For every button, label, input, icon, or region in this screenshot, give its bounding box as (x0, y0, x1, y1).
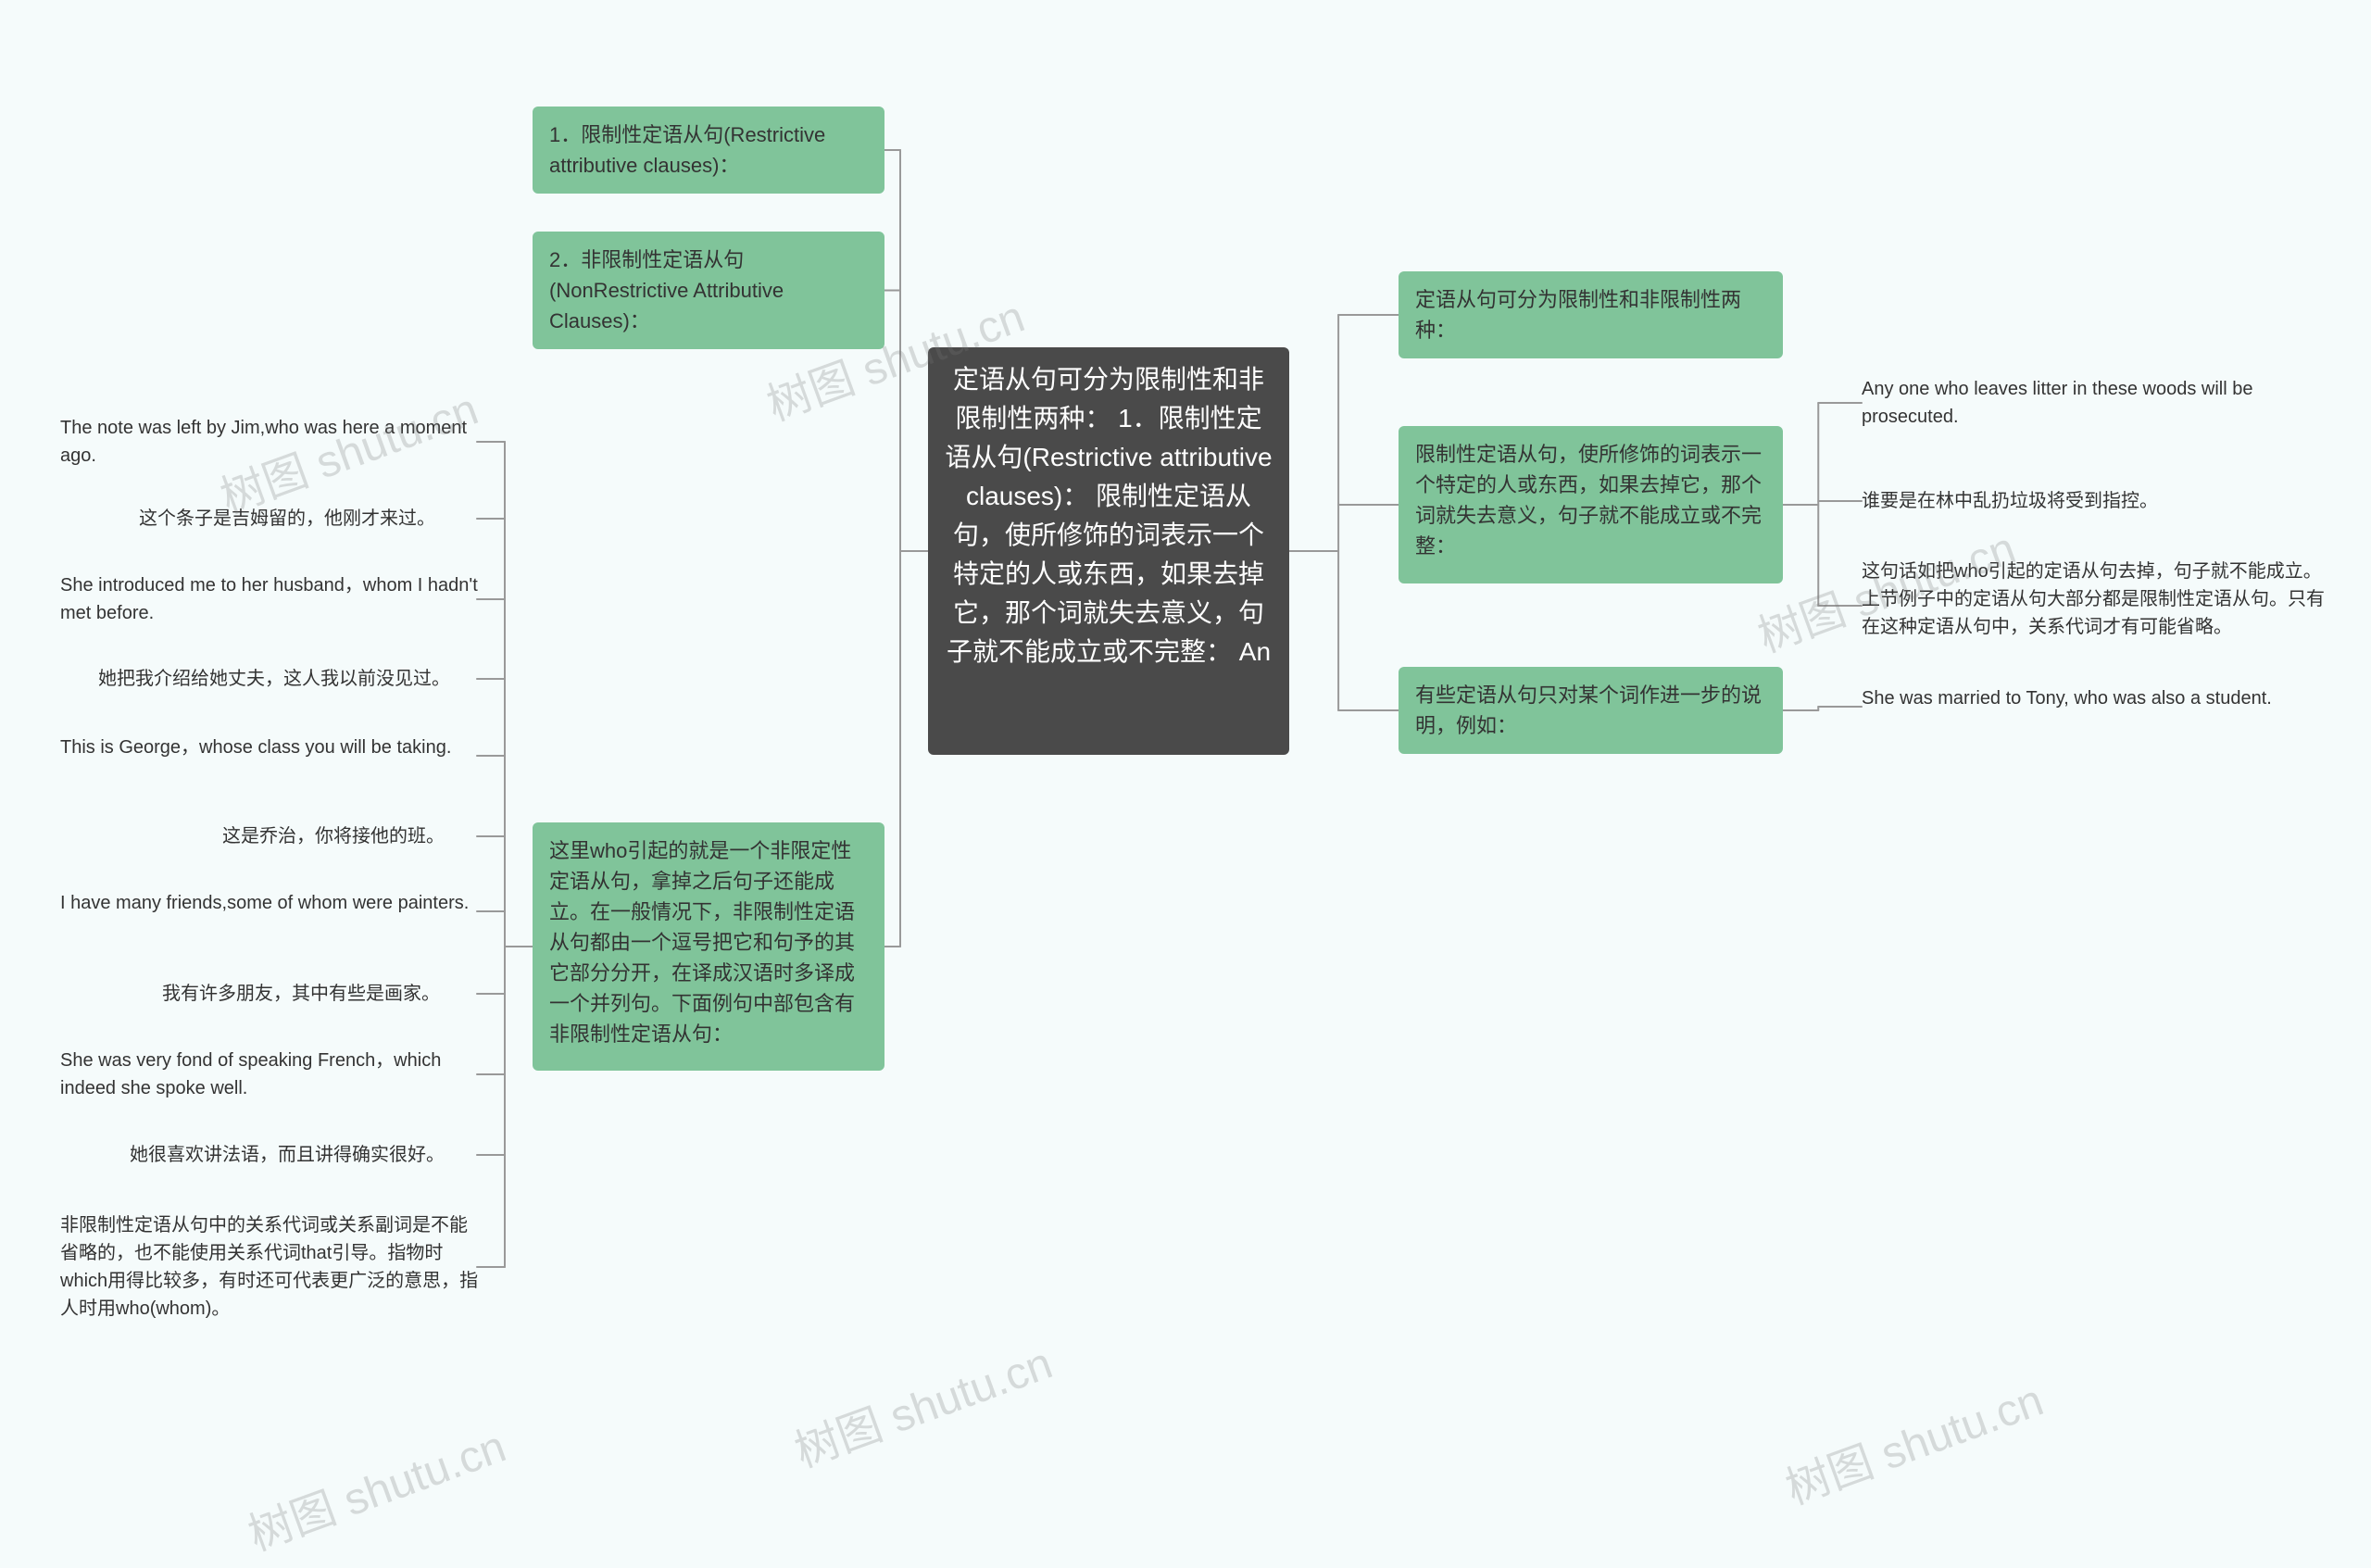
left-leaf-8-text: She was very fond of speaking French，whi… (60, 1050, 441, 1098)
right-leaf-1-1-text: 谁要是在林中乱扔垃圾将受到指控。 (1862, 491, 2158, 511)
left-leaf-4: This is George，whose class you will be t… (60, 732, 477, 780)
left-main-green-text: 这里who引起的就是一个非限定性定语从句，拿掉之后句子还能成立。在一般情况下，非… (549, 839, 855, 1046)
left-leaf-3: 她把我介绍给她丈夫，这人我以前没见过。 (98, 663, 478, 695)
left-leaf-10: 非限制性定语从句中的关系代词或关系副词是不能省略的，也不能使用关系代词that引… (60, 1210, 482, 1324)
left-leaf-2: She introduced me to her husband，whom I … (60, 570, 482, 629)
right-leaf-1-1: 谁要是在林中乱扔垃圾将受到指控。 (1862, 485, 2278, 517)
watermark-3: 树图 shutu.cn (238, 1410, 513, 1562)
right-green-2-text: 有些定语从句只对某个词作进一步的说明，例如： (1415, 684, 1762, 737)
right-leaf-1-2: 这句话如把who引起的定语从句去掉，句子就不能成立。上节例子中的定语从句大部分都… (1862, 556, 2325, 656)
right-green-1: 限制性定语从句，使所修饰的词表示一个特定的人或东西，如果去掉它，那个词就失去意义… (1399, 426, 1783, 583)
left-leaf-10-text: 非限制性定语从句中的关系代词或关系副词是不能省略的，也不能使用关系代词that引… (60, 1215, 478, 1319)
right-leaf-1-2-text: 这句话如把who引起的定语从句去掉，句子就不能成立。上节例子中的定语从句大部分都… (1862, 561, 2325, 637)
left-leaf-9: 她很喜欢讲法语，而且讲得确实很好。 (130, 1139, 482, 1171)
left-top-green-0-text: 1．限制性定语从句(Restrictive attributive clause… (549, 123, 825, 177)
center-text: 定语从句可分为限制性和非限制性两种： 1．限制性定语从句(Restrictive… (945, 365, 1272, 666)
left-leaf-1-text: 这个条子是吉姆留的，他刚才来过。 (139, 508, 435, 529)
left-leaf-8: She was very fond of speaking French，whi… (60, 1045, 482, 1104)
left-leaf-5: 这是乔治，你将接他的班。 (222, 821, 482, 852)
right-leaf-1-0-text: Any one who leaves litter in these woods… (1862, 379, 2252, 427)
left-leaf-7-text: 我有许多朋友，其中有些是画家。 (162, 984, 440, 1004)
right-leaf-2-0: She was married to Tony, who was also a … (1862, 683, 2278, 731)
left-leaf-6-text: I have many friends,some of whom were pa… (60, 893, 469, 913)
left-leaf-2-text: She introduced me to her husband，whom I … (60, 575, 478, 623)
left-top-green-1-text: 2．非限制性定语从句(NonRestrictive Attributive Cl… (549, 248, 784, 332)
left-leaf-6: I have many friends,some of whom were pa… (60, 887, 477, 935)
left-leaf-7: 我有许多朋友，其中有些是画家。 (162, 978, 477, 1010)
center-node: 定语从句可分为限制性和非限制性两种： 1．限制性定语从句(Restrictive… (928, 347, 1289, 755)
left-leaf-0-text: The note was left by Jim,who was here a … (60, 418, 467, 466)
connector-layer (0, 0, 2371, 1568)
left-leaf-3-text: 她把我介绍给她丈夫，这人我以前没见过。 (98, 669, 450, 689)
right-green-1-text: 限制性定语从句，使所修饰的词表示一个特定的人或东西，如果去掉它，那个词就失去意义… (1415, 443, 1762, 558)
right-leaf-1-0: Any one who leaves litter in these woods… (1862, 373, 2278, 433)
left-top-green-1: 2．非限制性定语从句(NonRestrictive Attributive Cl… (533, 232, 884, 349)
watermark-5: 树图 shutu.cn (1775, 1363, 2051, 1516)
left-leaf-0: The note was left by Jim,who was here a … (60, 412, 477, 471)
watermark-4: 树图 shutu.cn (784, 1326, 1060, 1479)
right-leaf-2-0-text: She was married to Tony, who was also a … (1862, 688, 2272, 709)
right-green-2: 有些定语从句只对某个词作进一步的说明，例如： (1399, 667, 1783, 754)
left-leaf-4-text: This is George，whose class you will be t… (60, 737, 451, 758)
left-top-green-0: 1．限制性定语从句(Restrictive attributive clause… (533, 107, 884, 194)
left-leaf-5-text: 这是乔治，你将接他的班。 (222, 826, 445, 847)
left-main-green-node: 这里who引起的就是一个非限定性定语从句，拿掉之后句子还能成立。在一般情况下，非… (533, 822, 884, 1071)
left-leaf-9-text: 她很喜欢讲法语，而且讲得确实很好。 (130, 1145, 445, 1165)
right-green-0-text: 定语从句可分为限制性和非限制性两种： (1415, 288, 1741, 342)
right-green-0: 定语从句可分为限制性和非限制性两种： (1399, 271, 1783, 358)
left-leaf-1: 这个条子是吉姆留的，他刚才来过。 (139, 503, 472, 534)
